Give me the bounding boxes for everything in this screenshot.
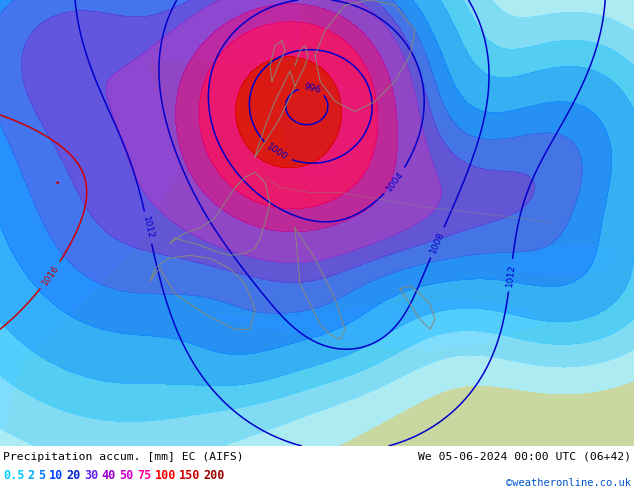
- Text: 1016: 1016: [40, 263, 61, 287]
- Text: 40: 40: [102, 469, 116, 483]
- Polygon shape: [0, 0, 180, 446]
- Text: 2: 2: [27, 469, 34, 483]
- Text: 30: 30: [84, 469, 98, 483]
- Text: 0.5: 0.5: [3, 469, 24, 483]
- Text: 200: 200: [204, 469, 225, 483]
- Text: Precipitation accum. [mm] EC (AIFS): Precipitation accum. [mm] EC (AIFS): [3, 452, 243, 462]
- Text: 1004: 1004: [384, 169, 406, 193]
- Polygon shape: [500, 243, 620, 276]
- Text: 100: 100: [155, 469, 176, 483]
- Text: 1012: 1012: [505, 264, 517, 287]
- Text: 20: 20: [67, 469, 81, 483]
- Text: 5: 5: [38, 469, 45, 483]
- Text: 150: 150: [179, 469, 200, 483]
- Polygon shape: [280, 81, 370, 182]
- Text: We 05-06-2024 00:00 UTC (06+42): We 05-06-2024 00:00 UTC (06+42): [418, 452, 631, 462]
- Text: 1012: 1012: [141, 215, 155, 240]
- Text: 75: 75: [137, 469, 152, 483]
- Text: 1008: 1008: [429, 230, 446, 255]
- Text: 50: 50: [119, 469, 134, 483]
- Text: ©weatheronline.co.uk: ©weatheronline.co.uk: [506, 478, 631, 488]
- Text: 1000: 1000: [265, 143, 289, 163]
- Text: 10: 10: [49, 469, 63, 483]
- Bar: [0, 0, 300, 61]
- Text: 996: 996: [303, 82, 321, 95]
- Polygon shape: [200, 299, 540, 350]
